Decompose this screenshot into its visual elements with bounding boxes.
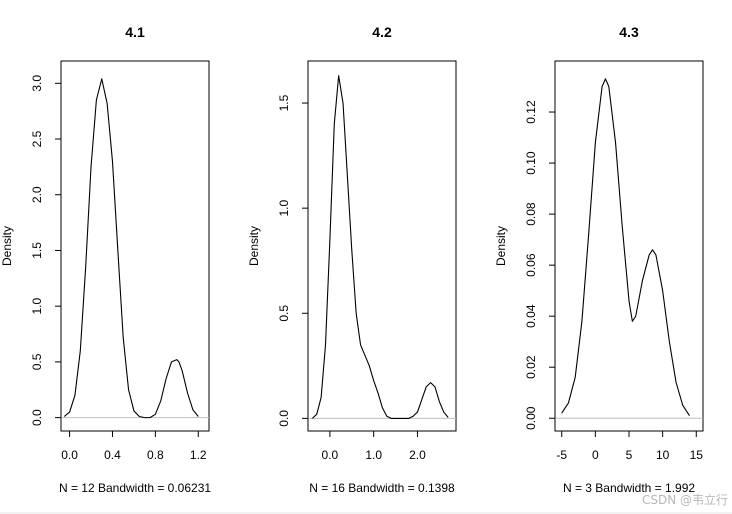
x-tick-label: 2.0 [409,448,426,462]
watermark: CSDN @韦立行 [641,493,728,507]
y-axis-label: Density [247,226,261,266]
x-tick-label: 0.0 [61,448,78,462]
panel-1: 0.0 0.4 0.8 1.2 0.0 0.5 1.0 1.5 2.0 2.5 3.0 4.1 Dens… [0,24,211,495]
y-tick-label: 0.0 [30,409,44,426]
x-axis-label: N = 12 Bandwidth = 0.06231 [59,481,211,495]
x-tick-label: 5 [626,448,633,462]
y-axis-label: Density [0,226,14,266]
plot-title: 4.3 [619,24,639,40]
y-tick-label: 2.0 [30,186,44,203]
y-tick-label: 0.5 [30,353,44,370]
y-tick-label: 1.0 [277,199,291,216]
y-tick-label: 1.5 [30,242,44,259]
panel-3: -5 0 5 10 15 0.00 0.02 0.04 0.06 0.08 0.10 0.12 4.3 D… [494,24,704,495]
y-axis-label: Density [494,226,508,266]
y-tick-label: 3.0 [30,75,44,92]
y-tick-label: 2.5 [30,130,44,147]
y-tick-label: 0.0 [277,410,291,427]
y-tick-label: 0.08 [524,202,538,226]
y-tick-label: 0.12 [524,100,538,124]
x-tick-label: 1.0 [365,448,382,462]
y-tick-label: 1.0 [30,298,44,315]
x-tick-label: -5 [556,448,567,462]
y-tick-label: 0.5 [277,305,291,322]
density-curve [63,78,199,419]
x-tick-label: 0 [592,448,599,462]
plot-frame [554,60,704,432]
y-tick-label: 0.10 [524,151,538,175]
x-tick-label: 1.2 [190,448,207,462]
y-tick-label: 0.02 [524,355,538,379]
density-curve [311,75,449,419]
x-tick-label: 0.0 [322,448,339,462]
x-tick-label: 15 [690,448,704,462]
panel-2: 0.0 1.0 2.0 0.0 0.5 1.0 1.5 4.2 Density N = 16 Ba… [247,24,457,495]
plot-title: 4.1 [125,24,145,40]
y-tick-label: 0.00 [524,406,538,430]
plot-title: 4.2 [372,24,392,40]
x-tick-label: 10 [656,448,670,462]
plot-frame [307,60,457,432]
y-tick-label: 0.06 [524,253,538,277]
x-axis-label: N = 16 Bandwidth = 0.1398 [309,481,455,495]
density-curve [561,78,691,416]
y-tick-label: 0.04 [524,304,538,328]
plot-frame [60,60,210,432]
x-axis-label: N = 3 Bandwidth = 1.992 [563,481,695,495]
x-tick-label: 0.8 [147,448,164,462]
y-tick-label: 1.5 [277,94,291,111]
x-tick-label: 0.4 [104,448,121,462]
